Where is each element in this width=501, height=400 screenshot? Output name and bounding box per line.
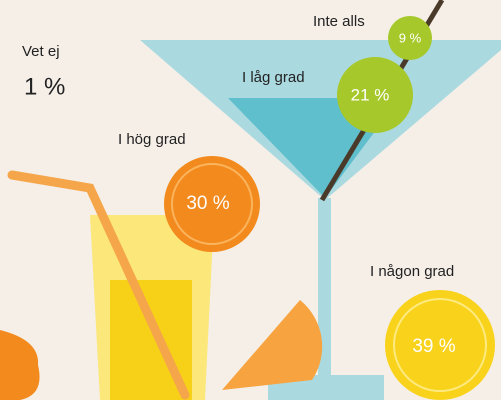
label: I hög grad <box>118 131 186 148</box>
infographic: Vet ej 1 % Inte alls 9 % I låg grad 21 %… <box>0 0 501 400</box>
value: 21 % <box>351 85 390 104</box>
label: I någon grad <box>370 263 454 280</box>
value: 30 % <box>186 193 229 214</box>
value: 1 % <box>24 73 65 100</box>
label: I låg grad <box>242 69 305 86</box>
label: Vet ej <box>22 43 60 60</box>
value: 39 % <box>412 336 455 357</box>
label: Inte alls <box>313 13 365 30</box>
value: 9 % <box>399 30 422 45</box>
